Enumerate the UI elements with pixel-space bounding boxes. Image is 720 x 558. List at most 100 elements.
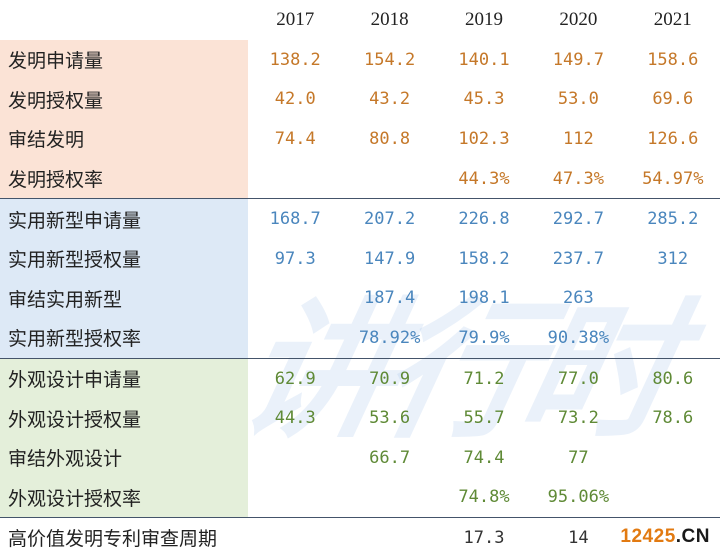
table-row: 发明申请量 138.2 154.2 140.1 149.7 158.6 [0,40,720,80]
value-cell: 45.3 [463,89,505,110]
table-row: 实用新型授权率 78.92% 79.9% 90.38% [0,318,720,359]
row-label: 审结发明 [0,119,249,159]
value-cell: 187.4 [364,288,416,309]
table-row: 外观设计申请量 62.9 70.9 71.2 77.0 80.6 [0,357,720,399]
value-cell [342,478,436,518]
table-row: 外观设计授权量 44.3 53.6 55.7 73.2 78.6 [0,398,720,438]
value-cell [342,159,436,199]
value-cell [342,517,437,558]
table-row: 实用新型申请量 168.7 207.2 226.8 292.7 285.2 [0,198,720,239]
table-row: 审结外观设计 66.7 74.4 77 [0,437,720,478]
year-header: 2018 [370,9,409,30]
table-row: 发明授权量 42.0 43.2 45.3 53.0 69.6 [0,79,720,120]
row-label: 审结实用新型 [0,278,249,319]
value-cell: 44.3 [274,408,316,429]
table-row: 审结实用新型 187.4 198.1 263 [0,278,720,319]
value-cell: 77.0 [531,357,626,399]
value-cell: 80.8 [369,128,411,149]
value-cell: 14 [531,517,626,558]
value-cell: 47.3% [552,168,604,189]
value-cell [248,517,343,558]
value-cell: 198.1 [458,288,510,309]
table-row: 外观设计授权率 74.8% 95.06% [0,477,720,518]
table-row: 高价值发明专利审查周期 17.3 14 [0,517,720,558]
table-body: 发明申请量 138.2 154.2 140.1 149.7 158.6 发明授权量 42.0 4… [0,40,720,558]
value-cell: 126.6 [647,128,699,149]
row-label: 外观设计申请量 [0,357,249,399]
row-label: 实用新型授权量 [0,238,249,279]
value-cell: 44.3% [458,168,510,189]
value-cell [248,478,342,518]
value-cell [248,279,342,319]
value-cell [626,438,720,478]
row-label: 审结外观设计 [0,437,249,478]
value-cell: 158.6 [647,49,699,70]
value-cell: 237.7 [552,248,604,269]
row-label: 实用新型申请量 [0,198,249,239]
site-logo: 12425.CN [614,525,716,549]
row-label: 外观设计授权量 [0,398,249,438]
value-cell: 112 [563,128,594,149]
value-cell: 55.7 [463,408,505,429]
value-cell: 54.97% [642,168,704,189]
row-label: 发明授权率 [0,158,249,199]
value-cell [248,159,342,199]
value-cell: 77 [568,447,589,468]
value-cell: 95.06% [547,487,610,508]
value-cell: 147.9 [364,248,416,269]
value-cell: 71.2 [436,357,532,399]
logo-domain: .CN [675,526,710,547]
value-cell: 102.3 [458,128,510,149]
value-cell: 42.0 [274,89,316,110]
value-cell: 158.2 [458,248,510,269]
value-cell [626,318,720,358]
value-cell: 43.2 [369,89,411,110]
value-cell [248,318,342,358]
value-cell: 207.2 [342,198,437,239]
value-cell: 74.4 [463,447,505,468]
value-cell: 80.6 [625,357,720,399]
row-label: 高价值发明专利审查周期 [0,517,249,558]
corner-cell [0,0,248,40]
value-cell: 263 [563,288,594,309]
value-cell: 66.7 [369,447,411,468]
value-cell: 78.6 [652,408,694,429]
year-header: 2017 [276,9,315,30]
value-cell [626,478,720,518]
value-cell: 285.2 [625,198,720,239]
value-cell: 53.6 [369,408,411,429]
table-row: 实用新型授权量 97.3 147.9 158.2 237.7 312 [0,238,720,279]
value-cell: 78.92% [358,327,421,348]
row-label: 实用新型授权率 [0,318,249,359]
value-cell: 292.7 [531,198,626,239]
value-cell: 74.8% [458,487,510,508]
value-cell: 69.6 [652,89,694,110]
header-row: 2017 2018 2019 2020 2021 [0,0,720,40]
value-cell: 140.1 [458,49,510,70]
value-cell: 154.2 [364,49,416,70]
value-cell: 17.3 [436,517,532,558]
value-cell: 312 [657,248,689,269]
logo-number: 12425 [620,526,676,547]
value-cell: 97.3 [274,248,316,269]
value-cell: 79.9% [458,327,510,348]
value-cell: 62.9 [248,357,343,399]
value-cell: 70.9 [342,357,437,399]
year-header: 2020 [559,9,598,30]
value-cell: 149.7 [552,49,604,70]
value-cell: 226.8 [436,198,532,239]
value-cell: 168.7 [248,198,343,239]
value-cell: 138.2 [269,49,321,70]
row-label: 外观设计授权率 [0,477,249,518]
table-row: 审结发明 74.4 80.8 102.3 112 126.6 [0,119,720,159]
table-row: 发明授权率 44.3% 47.3% 54.97% [0,158,720,199]
year-header: 2021 [653,9,692,30]
value-cell: 74.4 [274,128,316,149]
value-cell: 90.38% [547,327,610,348]
value-cell [626,279,720,319]
value-cell [248,438,342,478]
year-header: 2019 [464,9,503,30]
value-cell: 53.0 [557,89,599,110]
row-label: 发明授权量 [0,79,249,120]
